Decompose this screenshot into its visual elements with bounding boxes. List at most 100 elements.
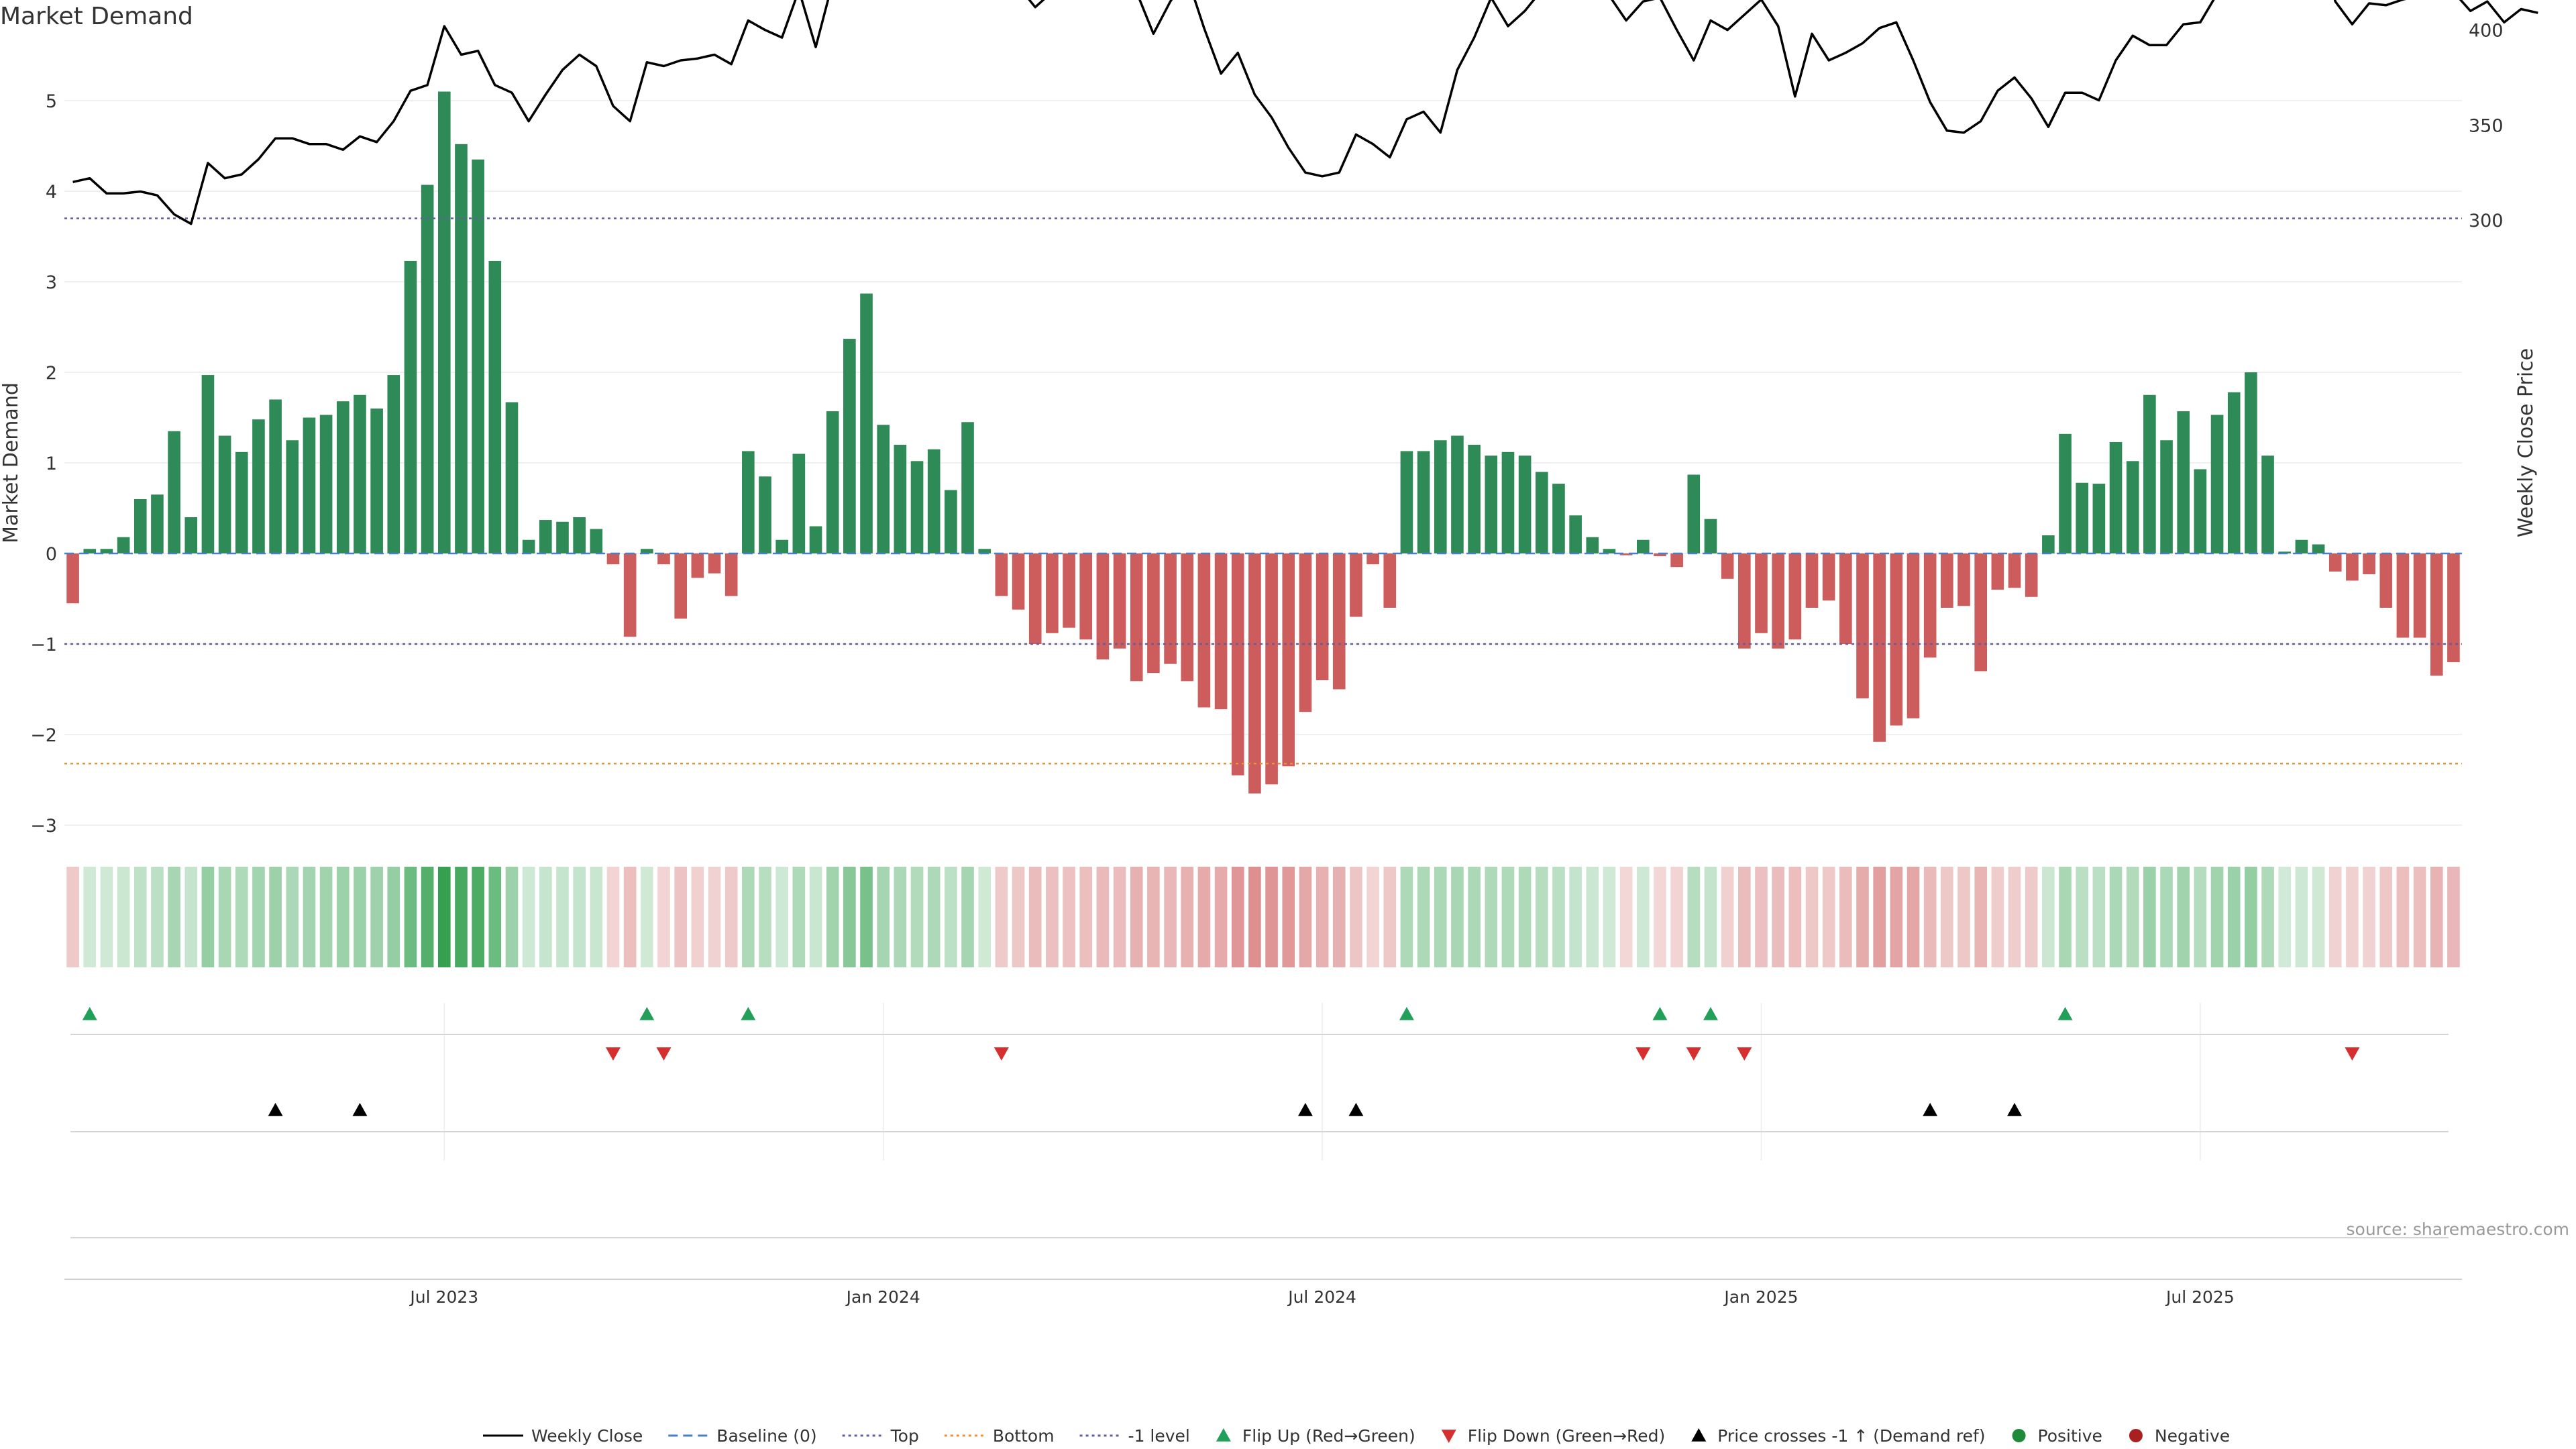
demand-bar [1552,484,1565,553]
price-cross-marker [1297,1103,1313,1116]
heat-cell [1552,867,1565,967]
heat-cell [1113,867,1126,967]
demand-bar [2328,553,2342,572]
heat-cell [354,867,366,967]
heat-cell [1063,867,1075,967]
flip-down-marker [656,1047,672,1061]
demand-bar [1130,553,1143,682]
x-tick-label: Jul 2024 [1287,1287,1356,1307]
heat-cell [674,867,687,967]
y-left-tick: −3 [30,816,57,837]
heat-cell [505,867,519,967]
heat-cell [2092,867,2106,967]
y-left-tick: 3 [46,272,57,293]
heat-cell [2227,867,2241,967]
demand-bar [404,260,417,553]
heat-cell [1248,867,1261,967]
heat-cell [1772,867,1784,967]
demand-bar [336,401,350,553]
y-left-tick: 2 [46,363,57,384]
demand-bar [978,549,991,553]
demand-bar [674,553,687,619]
heat-cell [472,867,484,967]
heat-cell [488,867,502,967]
heat-cell [2261,867,2274,967]
heat-cell [1417,867,1430,967]
y-right-tick: 400 [2469,21,2504,42]
demand-bar [133,499,147,553]
demand-bar [2363,553,2375,575]
x-tick-label: Jul 2025 [2165,1287,2235,1307]
demand-bar [2346,553,2359,581]
heat-cell [792,867,806,967]
flip-up-marker [2057,1007,2073,1020]
demand-bar [2447,553,2460,662]
heat-cell [1046,867,1059,967]
heat-cell [657,867,670,967]
legend-weekly-close-label: Weekly Close [531,1426,643,1446]
demand-bar [2025,553,2038,597]
heat-cell [2430,867,2443,967]
flip-up-marker [82,1007,97,1020]
heat-cell [184,867,198,967]
heat-cell [1147,867,1160,967]
heat-cell [336,867,350,967]
demand-bar [539,520,552,553]
demand-bar [1383,553,1397,608]
demand-bar [1721,553,1734,579]
demand-bar [2430,553,2443,676]
demand-bar [641,549,653,553]
demand-bar [1738,553,1751,649]
demand-bar [66,553,79,604]
heat-cell [910,867,924,967]
heat-cell [590,867,603,967]
y-left-axis-label: Market Demand [0,382,23,543]
demand-bar [184,517,198,553]
heat-cell [2346,867,2359,967]
heat-cell [303,867,316,967]
y-left-tick: 0 [46,544,57,565]
heat-cell [1214,867,1228,967]
legend-flip-up-red-green-swatch [1216,1428,1231,1442]
demand-bar [1518,455,1532,553]
demand-bar [2092,484,2106,553]
heat-cell [1856,867,1869,967]
heat-cell [1518,867,1532,967]
demand-bar [437,91,451,553]
heat-cell [133,867,147,967]
demand-bar [1400,451,1413,553]
heat-cell [522,867,535,967]
demand-bar [2076,482,2089,553]
demand-bar [252,419,265,553]
x-tick-label: Jul 2023 [409,1287,478,1307]
demand-bar [455,144,468,554]
y-left-tick: 1 [46,453,57,474]
demand-bar [2126,461,2139,553]
heat-cell [2194,867,2207,967]
demand-bar [269,399,282,553]
demand-bar [843,339,856,553]
heat-cell [1586,867,1599,967]
demand-bar [1805,553,1819,608]
y-right-tick: 350 [2469,115,2504,136]
demand-bar [505,402,519,553]
heat-cell [894,867,907,967]
demand-bar [1636,539,1650,553]
price-cross-marker [1348,1103,1364,1116]
price-cross-marker [2007,1103,2023,1116]
demand-bar [1485,455,1498,553]
demand-bar [1197,553,1211,708]
demand-bar [1907,553,1920,718]
heat-cell [1738,867,1751,967]
demand-bar [2379,553,2393,608]
heat-cell [1670,867,1683,967]
demand-bar [2245,372,2257,553]
heat-cell [1890,867,1903,967]
demand-bar [472,159,484,553]
demand-bar [775,539,788,553]
demand-bar [2008,553,2021,588]
demand-bar [1063,553,1075,628]
flip-down-marker [2345,1047,2360,1061]
legend-flip-up-red-green-label: Flip Up (Red→Green) [1242,1426,1415,1446]
heat-cell [1299,867,1312,967]
